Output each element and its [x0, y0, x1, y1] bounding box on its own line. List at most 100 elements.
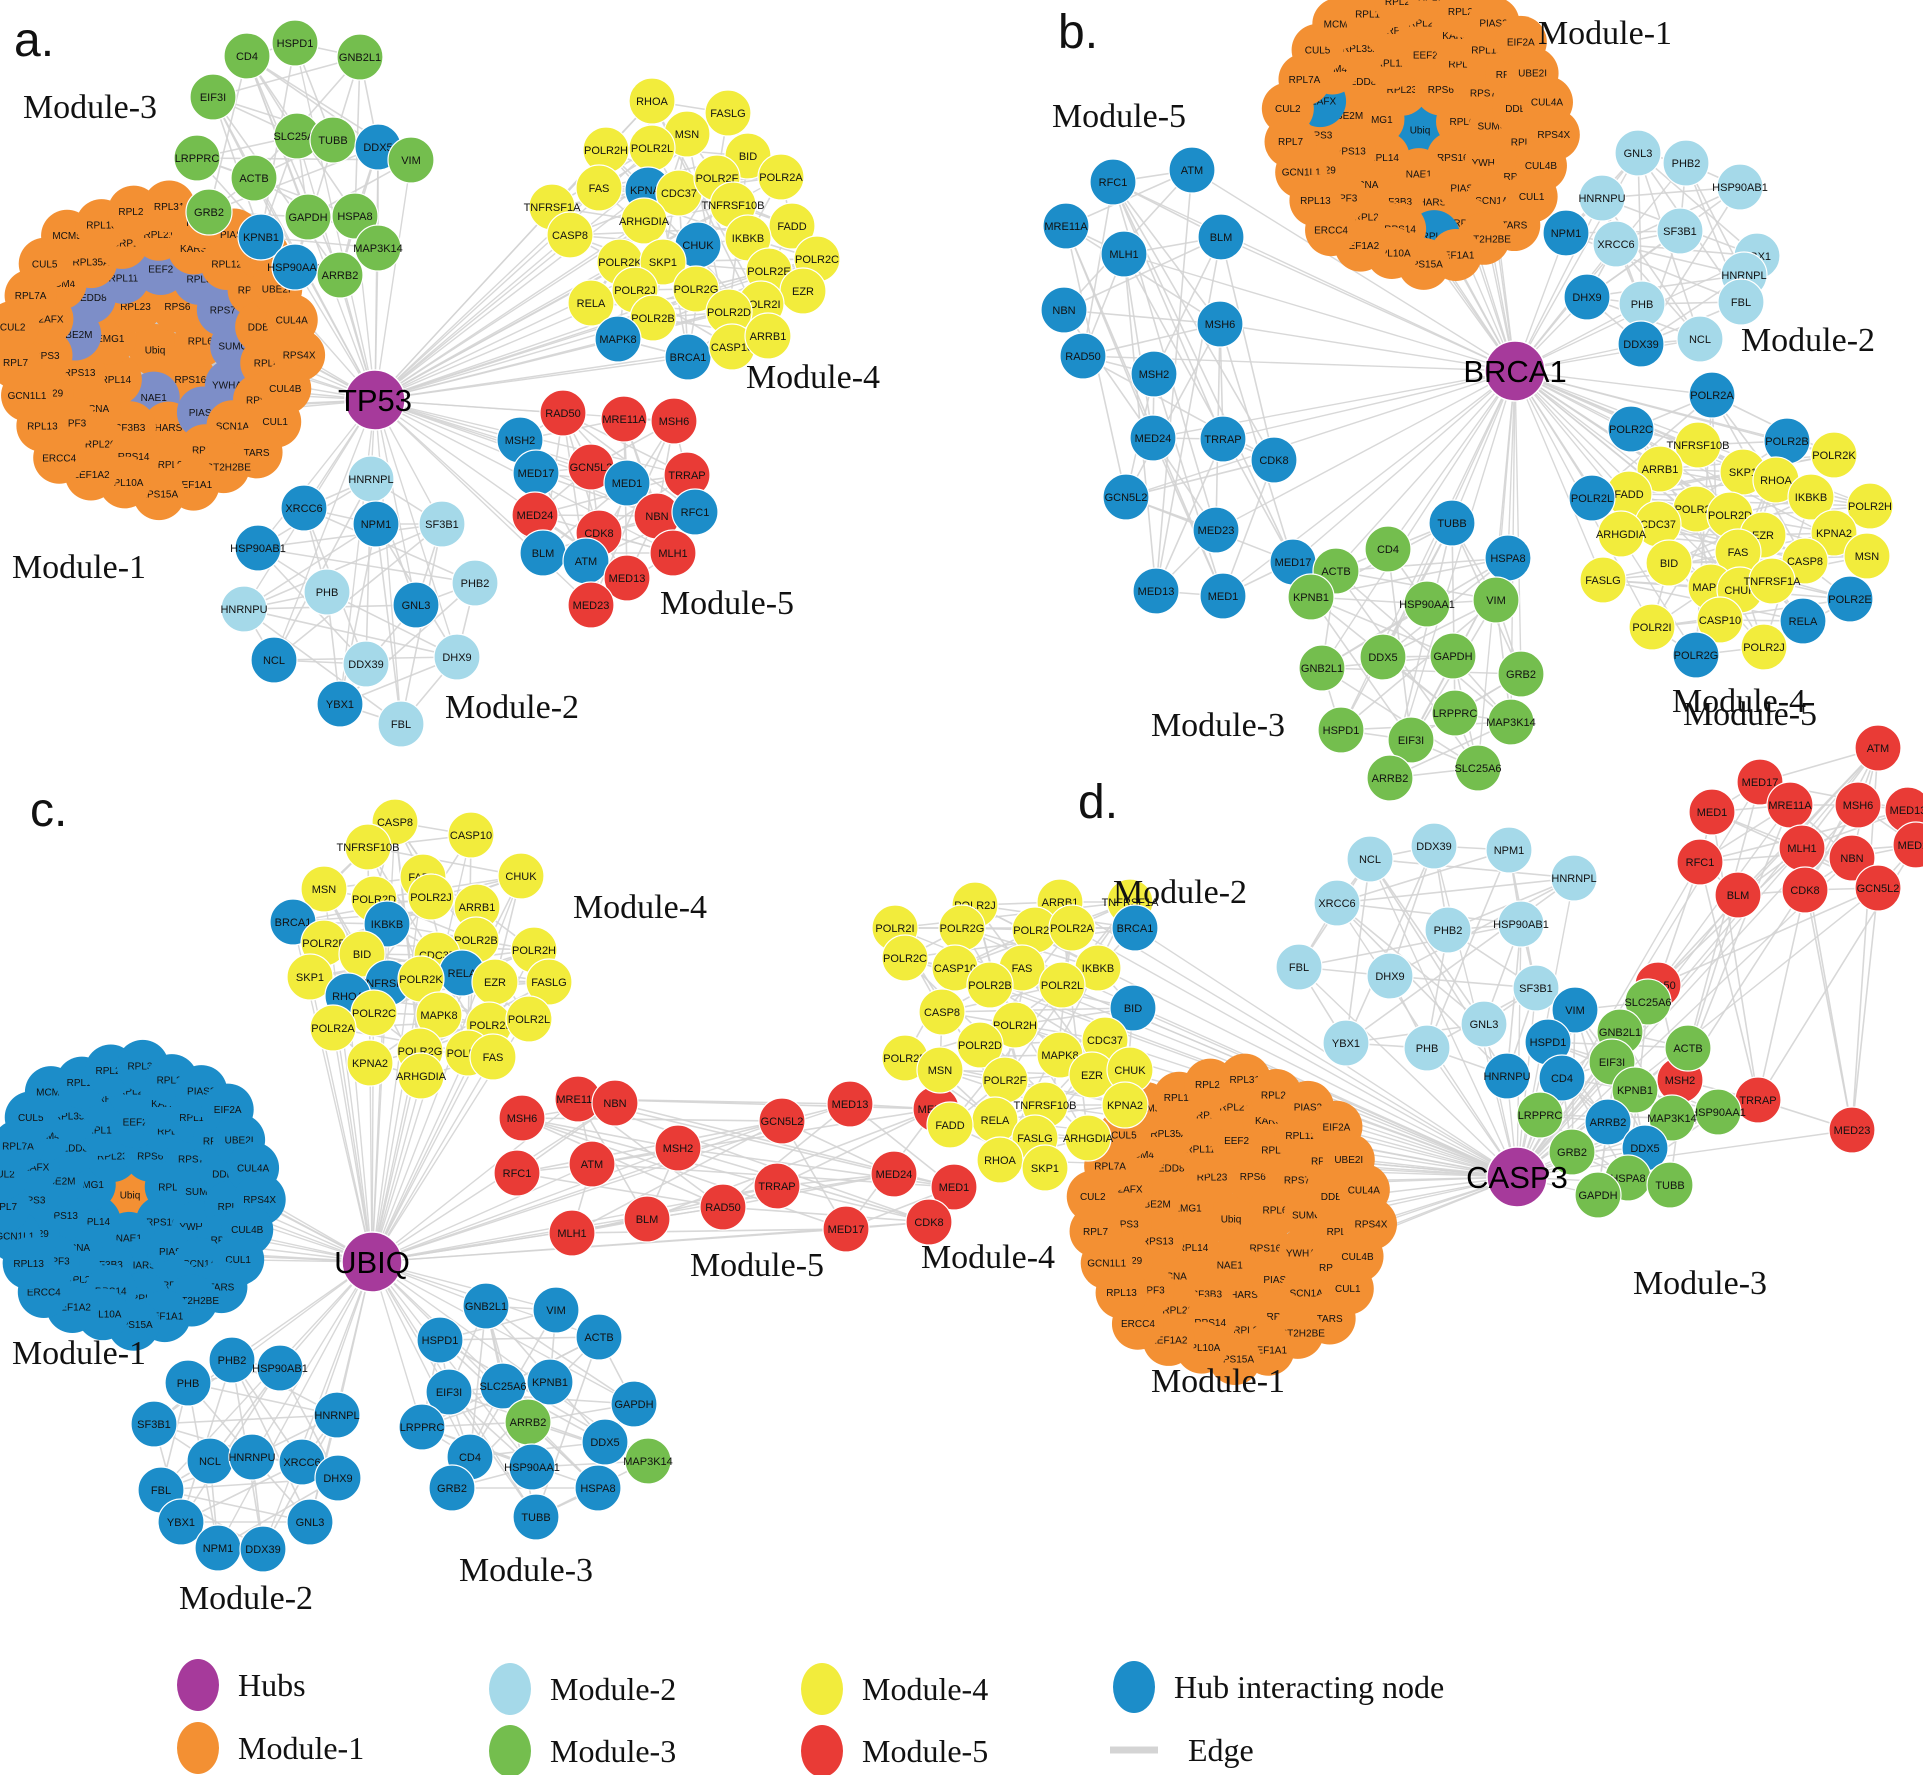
- edge: [1220, 236, 1275, 461]
- edge: [516, 1120, 783, 1174]
- edge: [1153, 373, 1224, 597]
- node-label-NAE1: NAE1: [1406, 170, 1433, 181]
- node-label-TUBB: TUBB: [521, 1512, 550, 1524]
- edge: [1123, 253, 1516, 372]
- node-label-SSRP1: SSRP1: [106, 238, 139, 249]
- node-CASP10: [447, 811, 495, 859]
- node-label-DDX39: DDX39: [348, 659, 383, 671]
- legend-swatch-Hub interacting node: [1113, 1661, 1155, 1713]
- edge: [1657, 747, 1879, 986]
- node-label-MSH6: MSH6: [659, 416, 690, 428]
- edge: [1219, 323, 1516, 372]
- node-label-RELA: RELA: [1789, 616, 1818, 628]
- node-label-RPL21: RPL21: [118, 1087, 149, 1098]
- node-label-SUMO3: SUMO3: [1478, 122, 1514, 133]
- node-label-MSN: MSN: [312, 884, 337, 896]
- hub-label-TP53: TP53: [338, 383, 412, 418]
- node-label-RPS4X: RPS4X: [243, 1195, 276, 1206]
- node-label-EEF2: EEF2: [123, 1118, 148, 1129]
- node-HNRNPU: [1578, 174, 1626, 222]
- node-label-YBX1: YBX1: [1332, 1038, 1360, 1050]
- node-FBL: [1275, 943, 1323, 991]
- edge: [371, 1261, 635, 1405]
- node-label-CASP10: CASP10: [711, 342, 753, 354]
- node-label-MAP3K14: MAP3K14: [1486, 717, 1536, 729]
- node-label-EEF1A1: EEF1A1: [146, 1312, 184, 1323]
- node-GCN5L2: [1854, 864, 1902, 912]
- node-label-IKBKB: IKBKB: [1082, 963, 1114, 975]
- node-ATM: [568, 1140, 616, 1188]
- hub-node-BRCA1: [1484, 340, 1546, 402]
- node-label-FBL: FBL: [1731, 297, 1751, 309]
- node-label-HIST2H2BE: HIST2H2BE: [1270, 1328, 1325, 1339]
- node-label-KARS: KARS: [180, 244, 208, 255]
- node-label-SKP1: SKP1: [649, 257, 677, 269]
- node-label-TARS: TARS: [208, 1283, 234, 1294]
- node-label-NAE1: NAE1: [141, 393, 168, 404]
- node-label-BLM: BLM: [1727, 890, 1750, 902]
- node-label-EEF2: EEF2: [1224, 1136, 1249, 1147]
- node-label-HARS: HARS: [1230, 1290, 1258, 1301]
- node-XRCC6: [1592, 220, 1640, 268]
- node-ARHGDIA: [1597, 510, 1645, 558]
- node-label-FBL: FBL: [151, 1485, 171, 1497]
- node-label-MSN: MSN: [1855, 551, 1880, 563]
- node-label-RELA: RELA: [448, 968, 477, 980]
- edge: [571, 1228, 847, 1234]
- node-label-CUL4A: CUL4A: [1531, 98, 1564, 109]
- node-label-CUL2: CUL2: [1080, 1192, 1106, 1203]
- node-label-RPS4X: RPS4X: [1355, 1219, 1388, 1230]
- node-FASLG: [1579, 556, 1627, 604]
- node-label-SKP1: SKP1: [1031, 1163, 1059, 1175]
- edge: [1514, 370, 1604, 581]
- edge: [1063, 309, 1154, 439]
- node-label-DDB1: DDB1: [248, 322, 275, 333]
- node-TUBB: [512, 1493, 560, 1541]
- node-label-SF3B3: SF3B3: [1382, 197, 1413, 208]
- node-POLR2H: [1846, 482, 1894, 530]
- node-label-RPL6: RPL6: [1262, 1206, 1287, 1217]
- node-MAPK8: [594, 315, 642, 363]
- node-FAS: [469, 1033, 517, 1081]
- node-POLR2L: [1038, 961, 1086, 1009]
- panel-d-blobs: Ubiq RPS16 NAE1 RPL14 EMG1 RPL23 RPS6 RPL6 HARS S…: [1066, 1053, 1397, 1386]
- node-MED1: [1688, 788, 1736, 836]
- node-label-SSRP1: SSRP1: [1183, 1110, 1216, 1121]
- node-label-RPL13: RPL13: [1300, 196, 1331, 207]
- edge: [374, 399, 417, 606]
- edge: [1063, 309, 1221, 325]
- node-label-POLR2K: POLR2K: [598, 257, 642, 269]
- node-label-MCM5: MCM5: [1324, 19, 1354, 30]
- edge: [421, 1426, 599, 1489]
- node-label-ARRB1: ARRB1: [1642, 464, 1679, 476]
- node-label-YWHAG: YWHAG: [212, 381, 250, 392]
- node-label-CHUK: CHUK: [682, 240, 714, 252]
- node-label-HIST2H2BE: HIST2H2BE: [1457, 234, 1512, 245]
- node-label-HSPD1: HSPD1: [277, 38, 314, 50]
- edge: [257, 399, 376, 549]
- node-label-NEDD8: NEDD8: [1342, 77, 1376, 88]
- node-label-POLR2A: POLR2A: [1050, 923, 1094, 935]
- node-label-MRE11A: MRE11A: [556, 1094, 600, 1106]
- node-label-RPL9: RPL9: [158, 460, 183, 471]
- node-label-IKBKB: IKBKB: [732, 233, 764, 245]
- node-label-RPL14: RPL14: [101, 375, 132, 386]
- node-CD4: [1364, 525, 1412, 573]
- edge: [1063, 236, 1222, 311]
- edge: [251, 1261, 373, 1458]
- node-label-SF3B1: SF3B1: [425, 519, 459, 531]
- node-label-CUL1: CUL1: [225, 1255, 251, 1266]
- node-HSP90AA1: [1694, 1088, 1742, 1136]
- node-label-RPL8: RPL8: [254, 358, 279, 369]
- node-VIM: [532, 1286, 580, 1334]
- node-RPL13: [1095, 1266, 1148, 1319]
- edge: [1637, 152, 1643, 305]
- edge: [1679, 804, 1859, 1081]
- node-label-FAS: FAS: [483, 1052, 504, 1064]
- node-label-RPS15A: RPS15A: [1216, 1355, 1255, 1366]
- node-ARRB2: [1584, 1098, 1632, 1146]
- node-label-RPS6: RPS6: [1240, 1172, 1267, 1183]
- panel-a: Ubiq RPS16 NAE1 RPL14 EMG1 RPL23 RPS6 RPL6 HARS S…: [0, 14, 880, 748]
- edge: [776, 1185, 930, 1223]
- node-MSH2: [1130, 350, 1178, 398]
